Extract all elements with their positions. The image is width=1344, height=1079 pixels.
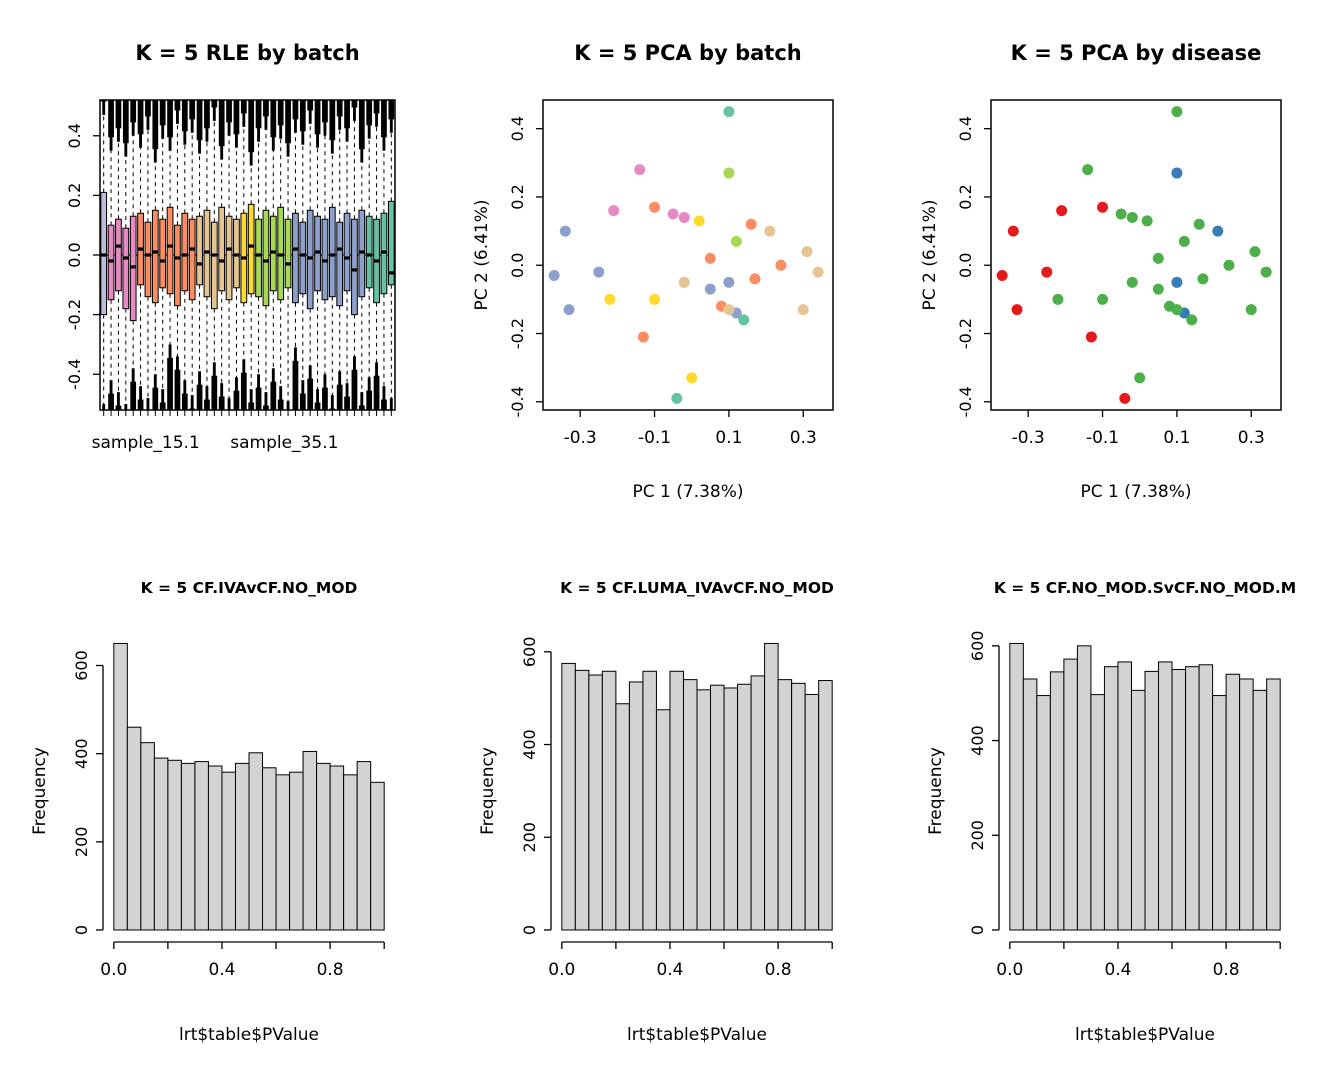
svg-text:PC 2 (6.41%): PC 2 (6.41%) — [920, 199, 940, 310]
pvalue-histogram-chart-1: 0.0 0.4 0.8 0 200 400 600 lrt$table$PValue Frequ… — [30, 579, 385, 1045]
svg-text:600: 600 — [72, 650, 91, 681]
svg-text:-0.2: -0.2 — [956, 318, 975, 349]
svg-text:-0.4: -0.4 — [508, 386, 527, 417]
panel-rle-by-batch: -0.4 -0.2 0.0 0.2 0.4 sample_15.1 sample_35.1 K… — [0, 0, 448, 537]
svg-text:0.0: 0.0 — [508, 253, 527, 278]
svg-text:0.0: 0.0 — [996, 960, 1023, 980]
svg-text:0.4: 0.4 — [208, 960, 235, 980]
svg-text:K = 5 PCA by batch: K = 5 PCA by batch — [574, 41, 801, 65]
svg-text:600: 600 — [968, 631, 987, 662]
panel-hist-cf-iva: 0.0 0.4 0.8 0 200 400 600 lrt$table$PValue Frequ… — [0, 537, 448, 1075]
svg-text:PC 2 (6.41%): PC 2 (6.41%) — [472, 199, 492, 310]
svg-text:0.8: 0.8 — [1213, 960, 1240, 980]
svg-text:-0.2: -0.2 — [65, 299, 84, 330]
svg-text:0.0: 0.0 — [548, 960, 575, 980]
svg-text:lrt$table$PValue: lrt$table$PValue — [179, 1025, 319, 1045]
svg-text:-0.4: -0.4 — [956, 386, 975, 417]
pca-disease-scatter-chart: -0.3 -0.1 0.1 0.3 -0.4 -0.2 0.0 0.2 0.4 PC 1 (7.3… — [920, 41, 1282, 502]
svg-text:K = 5 PCA by disease: K = 5 PCA by disease — [1011, 41, 1262, 65]
svg-text:K = 5 CF.IVAvCF.NO_MOD: K = 5 CF.IVAvCF.NO_MOD — [141, 579, 358, 597]
svg-text:-0.1: -0.1 — [638, 428, 671, 448]
svg-text:K = 5 CF.NO_MOD.SvCF.NO_MOD.M: K = 5 CF.NO_MOD.SvCF.NO_MOD.M — [994, 579, 1296, 597]
svg-text:-0.2: -0.2 — [508, 318, 527, 349]
svg-text:0: 0 — [520, 925, 539, 935]
svg-text:0.8: 0.8 — [765, 960, 792, 980]
svg-text:sample_35.1: sample_35.1 — [230, 433, 338, 453]
svg-text:-0.3: -0.3 — [564, 428, 597, 448]
svg-text:K = 5 CF.LUMA_IVAvCF.NO_MOD: K = 5 CF.LUMA_IVAvCF.NO_MOD — [560, 579, 834, 597]
svg-text:0: 0 — [968, 925, 987, 935]
panel-hist-cf-luma-iva: 0.0 0.4 0.8 0 200 400 600 lrt$table$PValue Frequ… — [448, 537, 896, 1075]
svg-text:sample_15.1: sample_15.1 — [92, 433, 200, 453]
svg-text:200: 200 — [72, 827, 91, 858]
svg-text:K = 5 RLE by batch: K = 5 RLE by batch — [135, 41, 359, 65]
svg-text:0.4: 0.4 — [65, 123, 84, 148]
svg-text:400: 400 — [520, 729, 539, 760]
svg-text:0.0: 0.0 — [956, 253, 975, 278]
svg-text:0.0: 0.0 — [65, 242, 84, 267]
svg-text:400: 400 — [72, 738, 91, 769]
svg-text:-0.4: -0.4 — [65, 359, 84, 390]
svg-text:0: 0 — [72, 925, 91, 935]
svg-text:lrt$table$PValue: lrt$table$PValue — [1075, 1025, 1215, 1045]
svg-text:200: 200 — [520, 822, 539, 853]
svg-text:0.1: 0.1 — [715, 428, 742, 448]
svg-text:600: 600 — [520, 637, 539, 668]
panel-pca-by-batch: -0.3 -0.1 0.1 0.3 -0.4 -0.2 0.0 0.2 0.4 PC 1 (7.3… — [448, 0, 896, 537]
pvalue-histogram-chart-2: 0.0 0.4 0.8 0 200 400 600 lrt$table$PValue Frequ… — [478, 579, 834, 1045]
svg-text:0.2: 0.2 — [508, 184, 527, 209]
panel-pca-by-disease: -0.3 -0.1 0.1 0.3 -0.4 -0.2 0.0 0.2 0.4 PC 1 (7.3… — [896, 0, 1344, 537]
svg-text:0.4: 0.4 — [508, 116, 527, 141]
svg-text:Frequency: Frequency — [478, 747, 498, 835]
panel-hist-cf-no-mod: 0.0 0.4 0.8 0 200 400 600 lrt$table$PValue Frequ… — [896, 537, 1344, 1075]
svg-text:0.3: 0.3 — [790, 428, 817, 448]
svg-text:0.1: 0.1 — [1163, 428, 1190, 448]
pca-batch-scatter-chart: -0.3 -0.1 0.1 0.3 -0.4 -0.2 0.0 0.2 0.4 PC 1 (7.3… — [472, 41, 834, 502]
svg-text:0.2: 0.2 — [956, 184, 975, 209]
svg-text:200: 200 — [968, 820, 987, 851]
svg-text:0.3: 0.3 — [1238, 428, 1265, 448]
svg-text:0.4: 0.4 — [1104, 960, 1131, 980]
svg-text:-0.1: -0.1 — [1086, 428, 1119, 448]
pvalue-histogram-chart-3: 0.0 0.4 0.8 0 200 400 600 lrt$table$PValue Frequ… — [926, 579, 1296, 1045]
svg-text:-0.3: -0.3 — [1012, 428, 1045, 448]
svg-text:PC 1 (7.38%): PC 1 (7.38%) — [1080, 482, 1191, 502]
svg-text:lrt$table$PValue: lrt$table$PValue — [627, 1025, 767, 1045]
svg-text:0.0: 0.0 — [100, 960, 127, 980]
svg-text:PC 1 (7.38%): PC 1 (7.38%) — [632, 482, 743, 502]
svg-text:Frequency: Frequency — [30, 747, 50, 835]
svg-text:0.4: 0.4 — [956, 116, 975, 141]
svg-text:0.2: 0.2 — [65, 183, 84, 208]
svg-text:400: 400 — [968, 725, 987, 756]
svg-text:0.8: 0.8 — [317, 960, 344, 980]
svg-text:Frequency: Frequency — [926, 747, 946, 835]
rle-boxplot-chart: -0.4 -0.2 0.0 0.2 0.4 sample_15.1 sample_35.1 K… — [65, 41, 396, 453]
svg-text:0.4: 0.4 — [656, 960, 683, 980]
